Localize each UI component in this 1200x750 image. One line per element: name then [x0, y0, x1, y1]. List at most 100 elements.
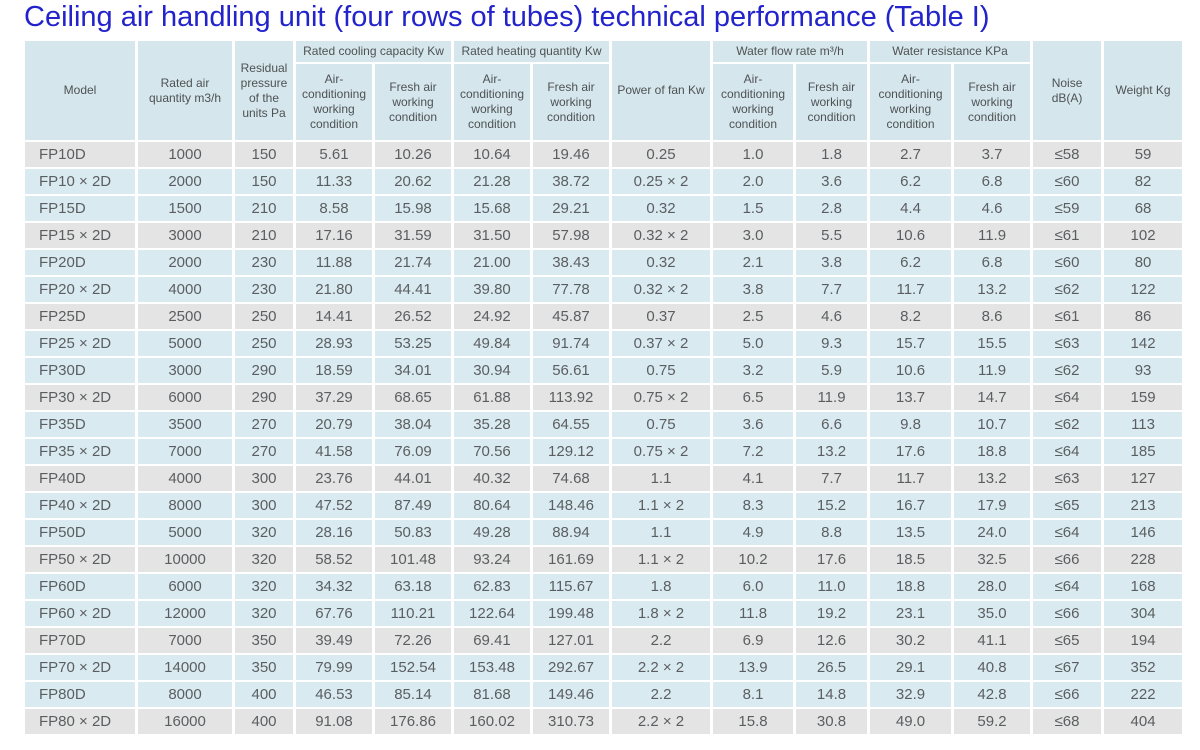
cell-noise: ≤62 — [1033, 358, 1102, 383]
header-residual-pressure: Residual pressure of the units Pa — [235, 41, 293, 140]
cell-cooling-ac-condition: 11.33 — [296, 169, 372, 194]
cell-water-resistance-ac-condition: 23.1 — [870, 601, 952, 626]
cell-rated-air-quantity: 3000 — [138, 358, 232, 383]
cell-heating-fresh-air: 19.46 — [533, 142, 609, 167]
cell-water-resistance-fresh-air: 4.6 — [954, 196, 1031, 221]
header-group-row: Model Rated air quantity m3/h Residual p… — [25, 41, 1183, 140]
cell-power-of-fan: 0.25 × 2 — [612, 169, 710, 194]
cell-rated-air-quantity: 5000 — [138, 520, 232, 545]
cell-rated-air-quantity: 1500 — [138, 196, 232, 221]
cell-heating-fresh-air: 88.94 — [533, 520, 609, 545]
cell-water-resistance-ac-condition: 32.9 — [870, 682, 952, 707]
cell-noise: ≤62 — [1033, 277, 1102, 302]
cell-water-resistance-fresh-air: 40.8 — [954, 655, 1031, 680]
cell-power-of-fan: 2.2 — [612, 628, 710, 653]
header-heating-ac-condition: Air-conditioning working condition — [454, 64, 530, 140]
table-row: FP70D 7000 350 39.49 72.26 69.41 127.01 2.2 6.9 1… — [25, 628, 1183, 653]
cell-water-flow-ac-condition: 4.9 — [713, 520, 793, 545]
cell-cooling-fresh-air: 101.48 — [375, 547, 451, 572]
cell-water-flow-fresh-air: 4.6 — [796, 304, 868, 329]
cell-water-resistance-ac-condition: 18.5 — [870, 547, 952, 572]
cell-water-flow-fresh-air: 13.2 — [796, 439, 868, 464]
cell-weight: 127 — [1104, 466, 1183, 491]
table-row: FP20 × 2D 4000 230 21.80 44.41 39.80 77.78 0.32… — [25, 277, 1183, 302]
cell-water-flow-fresh-air: 15.2 — [796, 493, 868, 518]
cell-model: FP10D — [25, 142, 135, 167]
cell-cooling-ac-condition: 18.59 — [296, 358, 372, 383]
cell-residual-pressure: 320 — [235, 547, 293, 572]
cell-water-resistance-fresh-air: 24.0 — [954, 520, 1031, 545]
cell-cooling-fresh-air: 63.18 — [375, 574, 451, 599]
cell-noise: ≤61 — [1033, 304, 1102, 329]
cell-cooling-ac-condition: 28.16 — [296, 520, 372, 545]
cell-cooling-ac-condition: 11.88 — [296, 250, 372, 275]
cell-noise: ≤66 — [1033, 682, 1102, 707]
cell-heating-fresh-air: 45.87 — [533, 304, 609, 329]
cell-water-resistance-ac-condition: 11.7 — [870, 466, 952, 491]
cell-heating-fresh-air: 148.46 — [533, 493, 609, 518]
cell-residual-pressure: 270 — [235, 439, 293, 464]
cell-water-flow-fresh-air: 7.7 — [796, 466, 868, 491]
cell-residual-pressure: 290 — [235, 358, 293, 383]
cell-noise: ≤66 — [1033, 547, 1102, 572]
cell-water-resistance-fresh-air: 13.2 — [954, 277, 1031, 302]
cell-heating-ac-condition: 69.41 — [454, 628, 530, 653]
cell-water-resistance-ac-condition: 17.6 — [870, 439, 952, 464]
cell-rated-air-quantity: 2500 — [138, 304, 232, 329]
cell-cooling-fresh-air: 34.01 — [375, 358, 451, 383]
cell-rated-air-quantity: 4000 — [138, 466, 232, 491]
cell-power-of-fan: 0.75 × 2 — [612, 385, 710, 410]
cell-cooling-ac-condition: 23.76 — [296, 466, 372, 491]
cell-residual-pressure: 320 — [235, 601, 293, 626]
cell-heating-ac-condition: 61.88 — [454, 385, 530, 410]
header-group-water-flow: Water flow rate m³/h — [713, 41, 868, 63]
table-row: FP40 × 2D 8000 300 47.52 87.49 80.64 148.46 1.1… — [25, 493, 1183, 518]
cell-rated-air-quantity: 1000 — [138, 142, 232, 167]
cell-cooling-fresh-air: 26.52 — [375, 304, 451, 329]
cell-model: FP40D — [25, 466, 135, 491]
cell-water-flow-ac-condition: 15.8 — [713, 709, 793, 734]
cell-cooling-ac-condition: 28.93 — [296, 331, 372, 356]
cell-noise: ≤60 — [1033, 250, 1102, 275]
cell-water-resistance-ac-condition: 11.7 — [870, 277, 952, 302]
cell-heating-fresh-air: 149.46 — [533, 682, 609, 707]
cell-weight: 168 — [1104, 574, 1183, 599]
cell-cooling-ac-condition: 46.53 — [296, 682, 372, 707]
cell-heating-fresh-air: 129.12 — [533, 439, 609, 464]
cell-weight: 142 — [1104, 331, 1183, 356]
cell-power-of-fan: 0.32 — [612, 196, 710, 221]
cell-model: FP15D — [25, 196, 135, 221]
cell-power-of-fan: 1.1 — [612, 520, 710, 545]
cell-water-flow-ac-condition: 3.8 — [713, 277, 793, 302]
cell-weight: 194 — [1104, 628, 1183, 653]
cell-heating-fresh-air: 74.68 — [533, 466, 609, 491]
cell-heating-fresh-air: 113.92 — [533, 385, 609, 410]
cell-water-flow-fresh-air: 6.6 — [796, 412, 868, 437]
cell-weight: 404 — [1104, 709, 1183, 734]
cell-heating-ac-condition: 70.56 — [454, 439, 530, 464]
cell-rated-air-quantity: 6000 — [138, 574, 232, 599]
cell-cooling-fresh-air: 53.25 — [375, 331, 451, 356]
cell-rated-air-quantity: 16000 — [138, 709, 232, 734]
cell-water-resistance-fresh-air: 28.0 — [954, 574, 1031, 599]
cell-rated-air-quantity: 3000 — [138, 223, 232, 248]
cell-weight: 86 — [1104, 304, 1183, 329]
cell-water-resistance-fresh-air: 3.7 — [954, 142, 1031, 167]
cell-water-flow-fresh-air: 19.2 — [796, 601, 868, 626]
cell-cooling-fresh-air: 85.14 — [375, 682, 451, 707]
cell-weight: 122 — [1104, 277, 1183, 302]
cell-cooling-ac-condition: 58.52 — [296, 547, 372, 572]
cell-water-resistance-fresh-air: 35.0 — [954, 601, 1031, 626]
cell-heating-ac-condition: 62.83 — [454, 574, 530, 599]
cell-water-resistance-ac-condition: 16.7 — [870, 493, 952, 518]
table-row: FP35 × 2D 7000 270 41.58 76.09 70.56 129.12 0.7… — [25, 439, 1183, 464]
cell-weight: 93 — [1104, 358, 1183, 383]
cell-weight: 228 — [1104, 547, 1183, 572]
cell-power-of-fan: 1.8 — [612, 574, 710, 599]
cell-heating-ac-condition: 31.50 — [454, 223, 530, 248]
table-row: FP35D 3500 270 20.79 38.04 35.28 64.55 0.75 3.6 6… — [25, 412, 1183, 437]
cell-cooling-ac-condition: 39.49 — [296, 628, 372, 653]
cell-heating-ac-condition: 153.48 — [454, 655, 530, 680]
cell-residual-pressure: 270 — [235, 412, 293, 437]
header-water-flow-fresh-air: Fresh air working condition — [796, 64, 868, 140]
